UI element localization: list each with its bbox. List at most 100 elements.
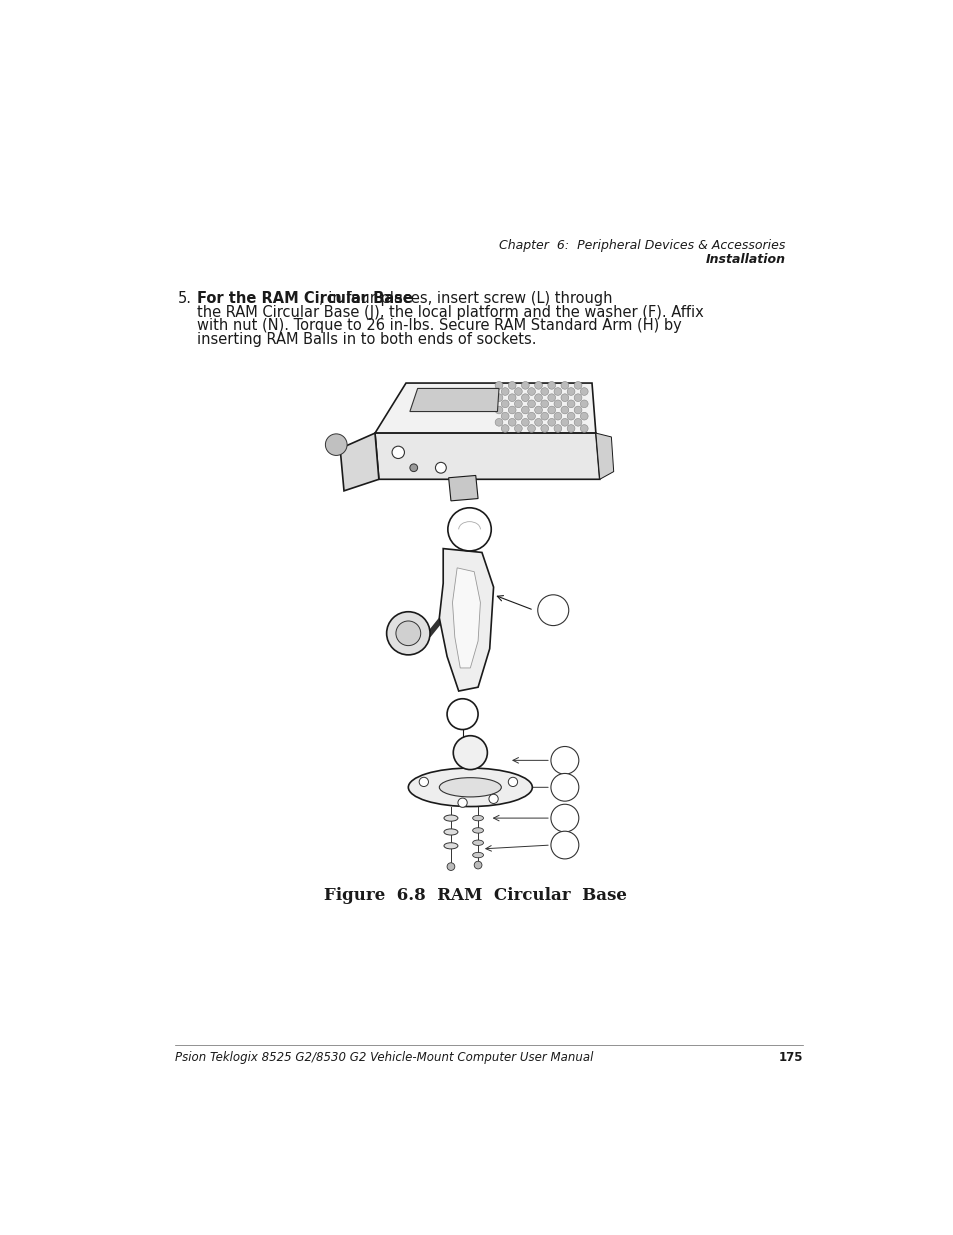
Circle shape <box>534 419 542 426</box>
Text: Psion Teklogix 8525 G2/8530 G2 Vehicle-Mount Computer User Manual: Psion Teklogix 8525 G2/8530 G2 Vehicle-M… <box>174 1051 593 1065</box>
Text: L: L <box>560 753 568 767</box>
Circle shape <box>534 406 542 414</box>
Circle shape <box>514 388 521 395</box>
Polygon shape <box>596 433 613 479</box>
Ellipse shape <box>443 842 457 848</box>
Circle shape <box>527 400 535 408</box>
Polygon shape <box>340 433 378 490</box>
Circle shape <box>521 394 529 401</box>
Polygon shape <box>410 389 498 411</box>
Text: J: J <box>562 781 566 794</box>
Ellipse shape <box>408 768 532 806</box>
Text: inserting RAM Balls in to both ends of sockets.: inserting RAM Balls in to both ends of s… <box>196 332 536 347</box>
Circle shape <box>534 382 542 389</box>
Circle shape <box>410 464 417 472</box>
Circle shape <box>560 394 568 401</box>
Text: Chapter  6:  Peripheral Devices & Accessories: Chapter 6: Peripheral Devices & Accessor… <box>498 240 785 252</box>
Circle shape <box>508 406 516 414</box>
Polygon shape <box>375 383 596 433</box>
Circle shape <box>521 406 529 414</box>
Circle shape <box>386 611 430 655</box>
Polygon shape <box>439 548 493 692</box>
Ellipse shape <box>472 840 483 846</box>
Circle shape <box>550 746 578 774</box>
Ellipse shape <box>472 827 483 834</box>
Text: Figure  6.8  RAM  Circular  Base: Figure 6.8 RAM Circular Base <box>324 888 626 904</box>
Circle shape <box>500 425 509 432</box>
Circle shape <box>550 773 578 802</box>
Circle shape <box>508 382 516 389</box>
Ellipse shape <box>443 829 457 835</box>
Circle shape <box>540 388 548 395</box>
Circle shape <box>537 595 568 626</box>
Circle shape <box>550 804 578 832</box>
Circle shape <box>547 394 555 401</box>
Text: Installation: Installation <box>705 253 785 266</box>
Circle shape <box>527 388 535 395</box>
Circle shape <box>495 394 502 401</box>
Circle shape <box>567 412 575 420</box>
Circle shape <box>435 462 446 473</box>
Ellipse shape <box>472 852 483 858</box>
Polygon shape <box>448 475 477 501</box>
Text: with nut (N). Torque to 26 in-lbs. Secure RAM Standard Arm (H) by: with nut (N). Torque to 26 in-lbs. Secur… <box>196 319 680 333</box>
Circle shape <box>579 388 587 395</box>
Circle shape <box>567 425 575 432</box>
Circle shape <box>453 736 487 769</box>
Circle shape <box>514 412 521 420</box>
Circle shape <box>527 412 535 420</box>
Circle shape <box>579 425 587 432</box>
Ellipse shape <box>443 815 457 821</box>
Circle shape <box>547 382 555 389</box>
Ellipse shape <box>472 815 483 821</box>
Circle shape <box>579 412 587 420</box>
Polygon shape <box>375 433 599 479</box>
Circle shape <box>547 406 555 414</box>
Circle shape <box>392 446 404 458</box>
Circle shape <box>540 412 548 420</box>
Circle shape <box>500 400 509 408</box>
Circle shape <box>560 419 568 426</box>
Text: F: F <box>560 811 568 825</box>
Circle shape <box>579 400 587 408</box>
Circle shape <box>495 419 502 426</box>
Circle shape <box>574 394 581 401</box>
Circle shape <box>554 400 561 408</box>
Text: , in four places, insert screw (L) through: , in four places, insert screw (L) throu… <box>318 290 612 305</box>
Text: N: N <box>559 839 569 852</box>
Text: 175: 175 <box>778 1051 802 1065</box>
Circle shape <box>457 798 467 808</box>
Text: the RAM Circular Base (J), the local platform and the washer (F). Affix: the RAM Circular Base (J), the local pla… <box>196 305 702 320</box>
Circle shape <box>574 382 581 389</box>
Circle shape <box>560 406 568 414</box>
Text: For the RAM Circular Base: For the RAM Circular Base <box>196 290 413 305</box>
Circle shape <box>514 425 521 432</box>
Circle shape <box>395 621 420 646</box>
Circle shape <box>540 425 548 432</box>
Circle shape <box>325 433 347 456</box>
Circle shape <box>508 394 516 401</box>
Circle shape <box>534 394 542 401</box>
Circle shape <box>527 425 535 432</box>
Circle shape <box>567 400 575 408</box>
Text: H: H <box>548 604 558 616</box>
Circle shape <box>495 382 502 389</box>
Circle shape <box>574 406 581 414</box>
Circle shape <box>554 412 561 420</box>
Circle shape <box>547 419 555 426</box>
Circle shape <box>574 419 581 426</box>
Circle shape <box>474 861 481 869</box>
Circle shape <box>521 382 529 389</box>
Ellipse shape <box>439 778 500 797</box>
Circle shape <box>560 382 568 389</box>
Circle shape <box>495 406 502 414</box>
Polygon shape <box>452 568 480 668</box>
Circle shape <box>500 388 509 395</box>
Circle shape <box>540 400 548 408</box>
Circle shape <box>554 388 561 395</box>
Circle shape <box>508 419 516 426</box>
Circle shape <box>447 863 455 871</box>
Circle shape <box>500 412 509 420</box>
Text: 5.: 5. <box>177 290 192 305</box>
Circle shape <box>488 794 497 804</box>
